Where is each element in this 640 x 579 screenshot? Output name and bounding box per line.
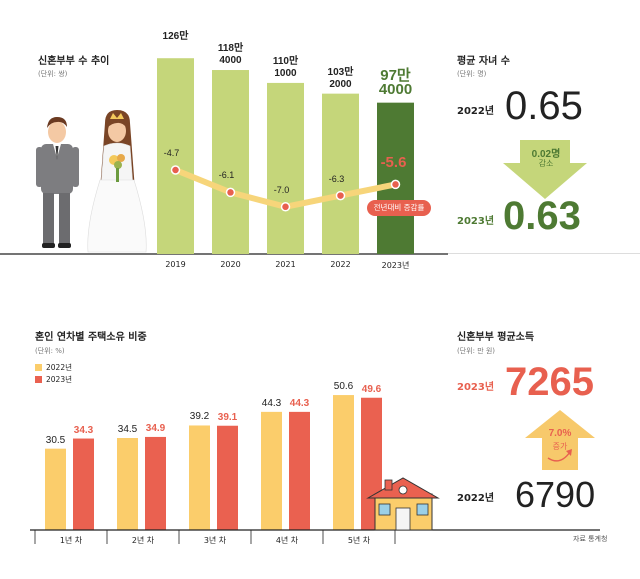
children-diff-value: 0.02명 [531, 149, 561, 160]
bottom-bar-2023-3 [289, 411, 310, 530]
bottom-bar-2023-1 [145, 436, 166, 530]
income-diff-value: 7.0% [548, 428, 572, 439]
top-bar-3 [322, 93, 359, 255]
bottom-value-2023-0: 34.3 [73, 424, 94, 436]
right-divider-top [448, 253, 640, 254]
groom-illustration [36, 117, 79, 248]
up-arrow-icon [525, 410, 595, 470]
top-year-label-2: 2021 [275, 260, 296, 269]
bottom-value-2022-3: 44.3 [261, 397, 282, 409]
bottom-category-1: 2년 차 [131, 536, 155, 545]
top-chart-title: 신혼부부 수 추이 [38, 56, 110, 67]
bottom-bar-2022-3 [261, 411, 282, 530]
income-2023-value: 7265 [505, 360, 594, 404]
bottom-value-2022-0: 30.5 [45, 434, 66, 446]
legend-2022-swatch [35, 364, 42, 371]
bottom-category-3: 4년 차 [275, 536, 299, 545]
top-bar-1 [212, 70, 249, 254]
bottom-chart-unit: (단위: %) [35, 347, 65, 355]
house-illustration [366, 477, 440, 531]
bottom-bar-2023-2 [217, 425, 238, 530]
top-bar-label-1: 118만 [217, 43, 244, 55]
bottom-bar-2022-1 [117, 438, 138, 530]
top-year-label-1: 2020 [220, 260, 241, 269]
income-2022-label: 2022년 [457, 493, 495, 504]
top-rate-label-1: -6.1 [218, 170, 235, 181]
top-rate-line-group [170, 165, 401, 212]
top-bar-sublabel-3: 2000 [329, 78, 352, 90]
rate-badge: 전년대비 증감률 [367, 200, 431, 216]
bottom-value-2022-1: 34.5 [117, 424, 138, 435]
bottom-bars-group [45, 395, 382, 530]
top-rate-dot-4 [390, 179, 401, 190]
children-2023-value: 0.63 [503, 194, 581, 238]
top-bar-label-3: 103만 [327, 66, 354, 78]
bottom-value-2023-4: 49.6 [361, 383, 382, 395]
down-arrow-icon [503, 140, 587, 199]
children-2022-label: 2022년 [457, 106, 495, 117]
bottom-value-2023-2: 39.1 [217, 411, 238, 423]
top-bar-label-0: 126만 [162, 31, 189, 43]
legend-2023-label: 2023년 [46, 375, 72, 384]
top-rate-dot-1 [225, 187, 236, 198]
top-bar-2 [267, 82, 304, 254]
bottom-value-2023-1: 34.9 [145, 422, 166, 434]
trend-arrow-icon [547, 451, 571, 462]
bottom-value-2022-2: 39.2 [189, 411, 210, 423]
top-bar-label-2: 110만 [272, 55, 299, 67]
bottom-category-4: 5년 차 [347, 536, 371, 545]
income-diff-text: 증가 [552, 442, 568, 451]
top-rate-dot-3 [335, 190, 346, 201]
top-year-label-3: 2022 [330, 260, 351, 269]
bottom-value-2023-3: 44.3 [289, 397, 310, 409]
income-2023-label: 2023년 [457, 382, 495, 393]
top-rate-dot-2 [280, 202, 291, 212]
top-year-label-4: 2023년 [381, 261, 410, 270]
bride-illustration [87, 110, 147, 253]
top-bar-sublabel-1: 4000 [219, 55, 242, 67]
income-unit: (단위: 만 원) [457, 347, 496, 355]
top-year-label-0: 2019 [165, 260, 186, 269]
bottom-ticks-group [34, 530, 396, 544]
legend-2022-label: 2022년 [46, 363, 72, 372]
bottom-bar-2022-4 [333, 395, 354, 530]
children-diff-text: 감소 [538, 159, 554, 168]
bottom-category-2: 3년 차 [203, 536, 227, 545]
source-note: 자료 통계청 [573, 535, 608, 543]
top-bar-sublabel-2: 1000 [274, 67, 297, 79]
bottom-category-0: 1년 차 [59, 536, 83, 545]
children-title: 평균 자녀 수 [457, 56, 510, 67]
income-2022-value: 6790 [515, 474, 596, 515]
top-bar-sublabel-4: 4000 [378, 80, 413, 98]
legend-2023-swatch [35, 376, 42, 383]
children-2022-value: 0.65 [505, 84, 583, 128]
top-chart-unit: (단위: 쌍) [38, 70, 68, 78]
top-rate-label-3: -6.3 [328, 173, 345, 184]
income-title: 신혼부부 평균소득 [457, 332, 535, 343]
children-unit: (단위: 명) [457, 70, 487, 78]
top-bar-label-4: 97만 [380, 66, 411, 84]
top-rate-dot-0 [170, 165, 181, 175]
top-bar-0 [157, 58, 194, 254]
top-rate-label-0: -4.7 [163, 148, 180, 158]
children-2023-label: 2023년 [457, 216, 495, 227]
top-rate-label-2: -7.0 [273, 184, 290, 195]
bottom-bar-2023-0 [73, 438, 94, 530]
bottom-bar-2022-2 [189, 425, 210, 530]
bottom-bar-2022-0 [45, 448, 66, 530]
top-bar-4 [377, 102, 414, 254]
top-bars-group [157, 58, 414, 255]
bottom-value-2022-4: 50.6 [333, 381, 354, 393]
top-rate-label-4: -5.6 [380, 154, 407, 172]
bottom-chart-title: 혼인 연차별 주택소유 비중 [35, 332, 147, 343]
